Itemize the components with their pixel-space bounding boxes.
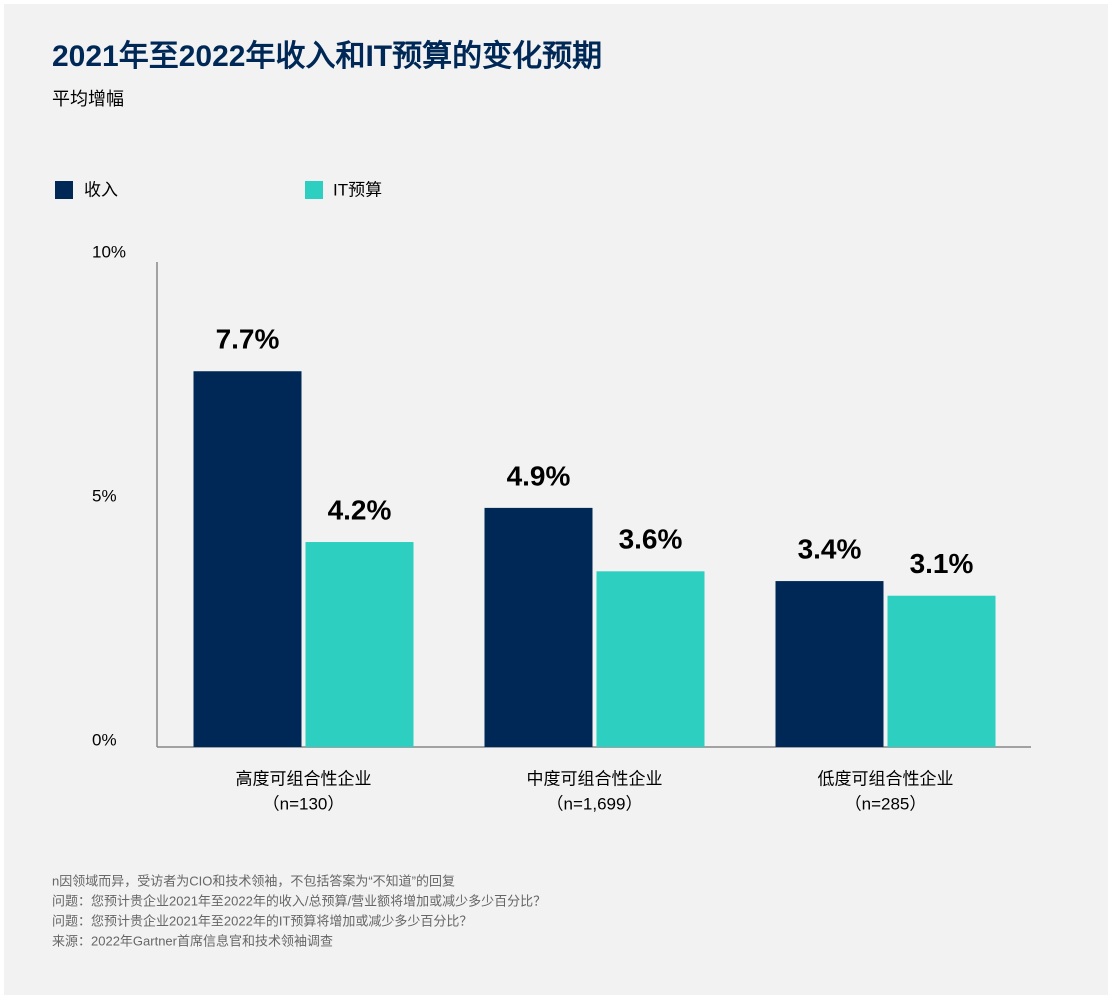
x-tick-label: 低度可组合性企业: [818, 769, 954, 788]
y-tick-label: 5%: [92, 486, 117, 505]
x-tick-note: （n=1,699）: [547, 794, 643, 813]
bar: [305, 542, 414, 747]
x-tick-note: （n=285）: [845, 794, 927, 813]
data-label: 3.6%: [619, 524, 683, 555]
data-label: 3.1%: [910, 548, 974, 579]
footnote: 问题：您预计贵企业2021年至2022年的收入/总预算/营业额将增加或减少多少百…: [52, 893, 546, 908]
legend-label: IT预算: [333, 180, 382, 199]
chart-title: 2021年至2022年收入和IT预算的变化预期: [52, 39, 602, 73]
x-tick-note: （n=130）: [263, 794, 345, 813]
x-tick-label: 高度可组合性企业: [236, 769, 372, 788]
data-label: 4.2%: [328, 494, 392, 525]
bar: [775, 581, 884, 747]
legend-label: 收入: [84, 180, 118, 199]
background: [4, 4, 1108, 995]
footnote: n因领域而异，受访者为CIO和技术领袖，不包括答案为“不知道”的回复: [52, 873, 455, 888]
y-tick-label: 10%: [92, 242, 126, 261]
bar: [596, 571, 705, 747]
bar: [887, 595, 996, 747]
legend-swatch: [55, 181, 73, 199]
data-label: 7.7%: [216, 324, 280, 355]
data-label: 3.4%: [798, 533, 862, 564]
data-label: 4.9%: [507, 460, 571, 491]
bar: [193, 371, 302, 747]
footnote: 问题：您预计贵企业2021年至2022年的IT预算将增加或减少多少百分比？: [52, 913, 472, 928]
footnote: 来源：2022年Gartner首席信息官和技术领袖调查: [52, 933, 333, 948]
x-tick-label: 中度可组合性企业: [527, 769, 663, 788]
chart-subtitle: 平均增幅: [52, 89, 124, 109]
legend-swatch: [305, 181, 323, 199]
y-tick-label: 0%: [92, 730, 117, 749]
bar: [484, 507, 593, 747]
